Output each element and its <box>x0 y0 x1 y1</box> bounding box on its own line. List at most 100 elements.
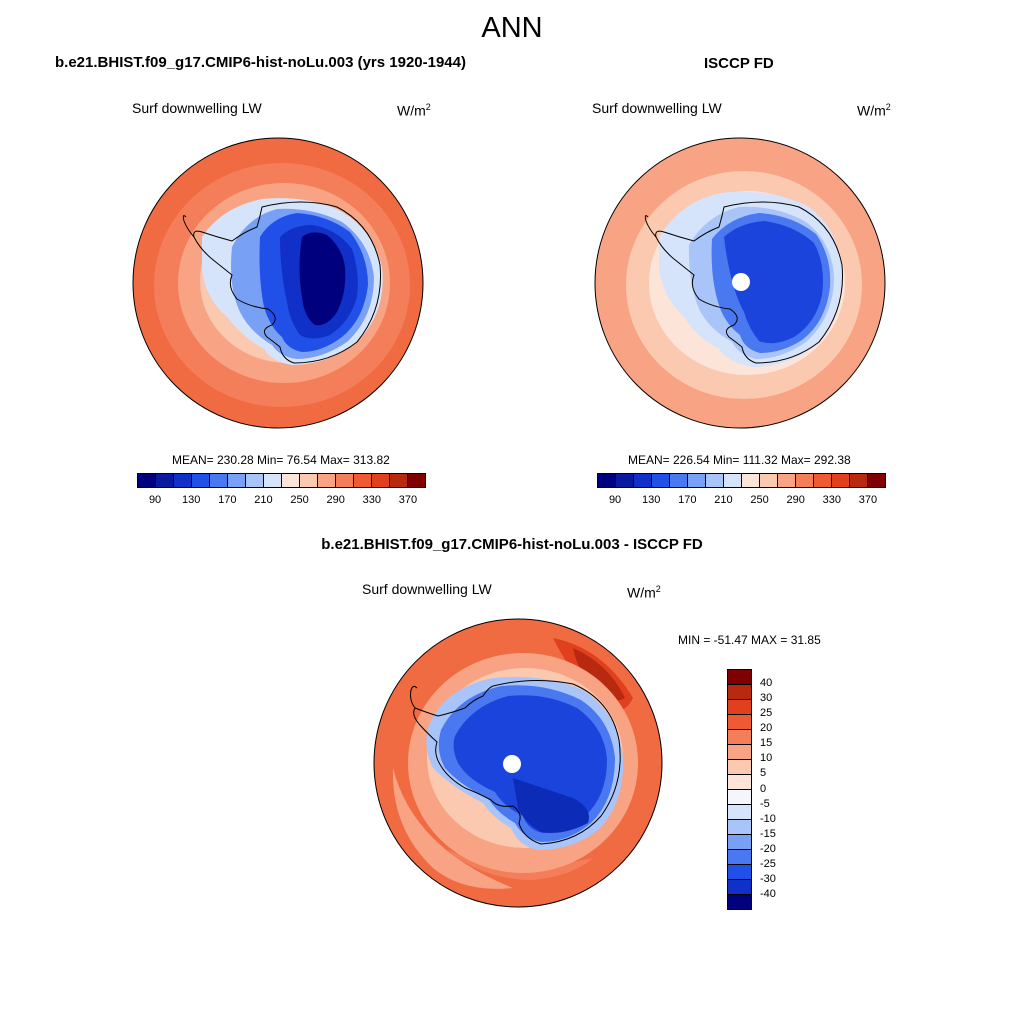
panel1-coastline <box>193 201 381 364</box>
panel1-colorbar-swatch <box>281 474 299 487</box>
panel2-colorbar-tick-label: 290 <box>786 494 805 506</box>
panel2-colorbar-swatch <box>759 474 777 487</box>
panel3-colorbar-swatch <box>728 804 751 819</box>
panel2-colorbar-tick-label: 330 <box>822 494 841 506</box>
panel1-colorbar-tick-label: 290 <box>326 494 345 506</box>
panel1-colorbar-swatch <box>263 474 281 487</box>
panel2-colorbar-swatch <box>598 474 615 487</box>
panel2-colorbar-swatch <box>651 474 669 487</box>
panel3-colorbar-swatch <box>728 894 751 909</box>
panel3-colorbar-swatch <box>728 759 751 774</box>
panel2-case-title: ISCCP FD <box>704 55 774 72</box>
panel3-colorbar-swatch <box>728 670 751 684</box>
panel3-peninsula <box>410 685 418 709</box>
panel3-colorbar-swatch <box>728 729 751 744</box>
panel3-colorbar-tick-label: 25 <box>760 707 773 720</box>
panel3-colorbar-tick-label: -20 <box>760 842 776 855</box>
panel1-colorbar-swatch <box>209 474 227 487</box>
panel1-colorbar-swatch <box>191 474 209 487</box>
panel3-colorbar-swatch <box>728 714 751 729</box>
panel3-polar-map <box>373 618 663 908</box>
panel1-colorbar-tick-label: 130 <box>182 494 201 506</box>
panel2-colorbar-swatch <box>633 474 651 487</box>
panel2-peninsula <box>644 215 657 238</box>
panel1-colorbar-swatch <box>155 474 173 487</box>
panel3-units: W/m2 <box>627 584 661 601</box>
panel2-units: W/m2 <box>857 102 891 119</box>
panel3-colorbar-tick-label: -40 <box>760 887 776 900</box>
panel3-colorbar-tick-label: 0 <box>760 782 767 795</box>
panel3-variable-label: Surf downwelling LW <box>362 581 492 597</box>
panel2-stats: MEAN= 226.54 Min= 111.32 Max= 292.38 <box>628 453 851 467</box>
panel2-colorbar-swatch <box>723 474 741 487</box>
panel1-colorbar-tick-label: 330 <box>362 494 381 506</box>
panel1-peninsula <box>182 215 195 238</box>
panel1-colorbar <box>137 473 426 488</box>
panel2-colorbar-tick-label: 130 <box>642 494 661 506</box>
panel2-colorbar-swatch <box>687 474 705 487</box>
panel1-colorbar-swatch <box>407 474 425 487</box>
panel1-colorbar-labels: 90 130 170 210 250 290 330 370 <box>137 494 426 508</box>
panel1-colorbar-swatch <box>227 474 245 487</box>
panel3-ocean-patch-darkest <box>573 648 625 701</box>
panel2-pole-hole <box>732 273 750 291</box>
panel1-colorbar-swatch <box>335 474 353 487</box>
panel2-variable-label: Surf downwelling LW <box>592 100 722 116</box>
panel1-case-title: b.e21.BHIST.f09_g17.CMIP6-hist-noLu.003 … <box>55 54 466 71</box>
panel3-colorbar-tick-label: -15 <box>760 827 776 840</box>
panel3-case-title: b.e21.BHIST.f09_g17.CMIP6-hist-noLu.003 … <box>321 536 703 553</box>
panel2-colorbar-tick-label: 90 <box>608 494 622 506</box>
panel1-colorbar-tick-label: 90 <box>148 494 162 506</box>
panel3-colorbar-tick-label: -10 <box>760 812 776 825</box>
panel1-variable-label: Surf downwelling LW <box>132 100 262 116</box>
panel3-colorbar-tick-label: 15 <box>760 737 773 750</box>
panel3-colorbar-tick-label: 10 <box>760 752 773 765</box>
panel1-colorbar-swatch <box>353 474 371 487</box>
panel2-colorbar <box>597 473 886 488</box>
panel1-colorbar-tick-label: 370 <box>398 494 418 506</box>
panel2-colorbar-tick-label: 370 <box>858 494 878 506</box>
panel1-colorbar-swatch <box>299 474 317 487</box>
panel3-colorbar-labels: 40 30 25 20 15 10 5 0 -5 -10 -15 -20 -25 -30 -40 <box>760 669 800 910</box>
panel2-colorbar-tick-label: 170 <box>678 494 697 506</box>
panel3-colorbar-swatch <box>728 849 751 864</box>
panel1-colorbar-swatch <box>173 474 191 487</box>
panel1-antarctica-core <box>299 232 346 326</box>
panel2-colorbar-swatch <box>849 474 867 487</box>
panel3-colorbar-swatch <box>728 834 751 849</box>
panel1-stats: MEAN= 230.28 Min= 76.54 Max= 313.82 <box>172 453 390 467</box>
panel2-colorbar-swatch <box>669 474 687 487</box>
panel3-pole-hole <box>503 755 521 773</box>
panel3-coastline <box>413 679 621 845</box>
panel3-colorbar-swatch <box>728 789 751 804</box>
panel2-colorbar-swatch <box>741 474 759 487</box>
panel1-colorbar-swatch <box>371 474 389 487</box>
panel2-colorbar-swatch <box>795 474 813 487</box>
panel1-colorbar-tick-label: 250 <box>290 494 309 506</box>
panel3-colorbar-tick-label: -25 <box>760 857 776 870</box>
panel2-map-border <box>594 137 886 429</box>
panel3-stats: MIN = -51.47 MAX = 31.85 <box>678 633 821 647</box>
panel3-colorbar-swatch <box>728 819 751 834</box>
panel1-units: W/m2 <box>397 102 431 119</box>
figure-title: ANN <box>481 12 543 44</box>
panel3-antarctica-dark <box>513 778 589 833</box>
panel2-polar-map <box>594 137 886 429</box>
panel3-colorbar-tick-label: 40 <box>760 677 773 690</box>
panel2-colorbar-tick-label: 210 <box>714 494 733 506</box>
panel2-colorbar-labels: 90 130 170 210 250 290 330 370 <box>597 494 886 508</box>
panel1-colorbar-tick-label: 210 <box>254 494 273 506</box>
panel3-colorbar-swatch <box>728 699 751 714</box>
panel3-colorbar <box>727 669 752 910</box>
panel1-colorbar-tick-label: 170 <box>218 494 237 506</box>
panel3-map-border <box>373 618 663 908</box>
panel2-colorbar-swatch <box>777 474 795 487</box>
panel3-colorbar-tick-label: 30 <box>760 692 773 705</box>
panel2-colorbar-swatch <box>705 474 723 487</box>
panel3-colorbar-tick-label: 5 <box>760 767 767 780</box>
panel2-coastline <box>655 201 843 364</box>
panel2-colorbar-swatch <box>615 474 633 487</box>
panel2-colorbar-swatch <box>867 474 885 487</box>
panel3-colorbar-swatch <box>728 864 751 879</box>
panel1-map-border <box>132 137 424 429</box>
